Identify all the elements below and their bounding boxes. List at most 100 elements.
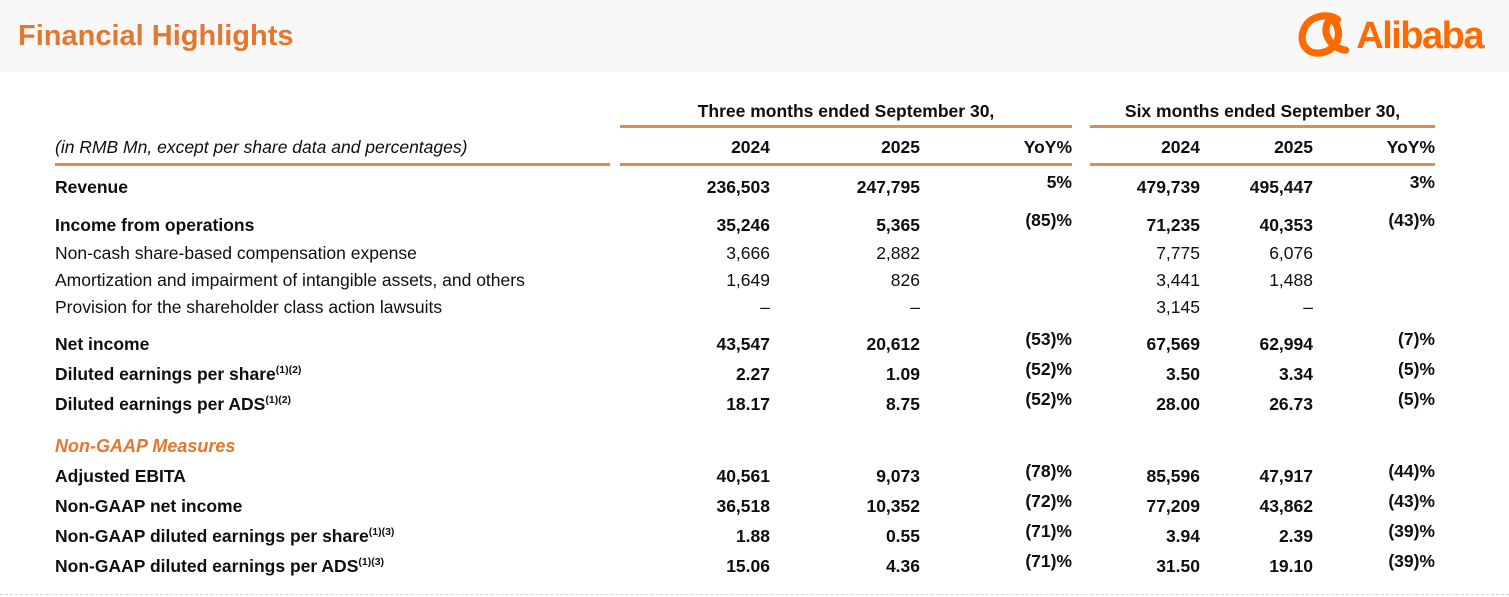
value-cell: 247,795 — [856, 177, 920, 197]
value-cell: 40,561 — [716, 466, 770, 486]
value-cell: 826 — [890, 270, 920, 290]
yoy-cell — [1313, 235, 1435, 262]
value-cell: 1,649 — [726, 270, 770, 290]
six-months-values: 3,441 1,488 — [1090, 267, 1435, 294]
value-cell: 9,073 — [876, 466, 920, 486]
yoy-cell: (43)% — [1388, 491, 1435, 511]
footnote-reference: (1)(2) — [265, 394, 292, 407]
col-header-2024: 2024 — [1161, 137, 1200, 157]
metric-label: Net income — [55, 329, 610, 359]
value-cell: 2.39 — [1278, 526, 1313, 546]
value-cell: – — [1303, 297, 1313, 317]
three-months-values: 36,518 10,352 (72)% — [620, 491, 1072, 521]
table-row: Net income 43,547 20,612 (53)% 67,569 62,994 (… — [55, 329, 1435, 359]
metric-label-text: Diluted earnings per ADS — [55, 394, 266, 414]
table-row: Amortization and impairment of intangibl… — [55, 267, 1435, 294]
table-row: Adjusted EBITA 40,561 9,073 (78)% 85,596 47,9… — [55, 461, 1435, 491]
six-months-values: 71,235 40,353 (43)% — [1090, 210, 1435, 240]
six-months-values: 85,596 47,917 (44)% — [1090, 461, 1435, 491]
group-header-three-months: Three months ended September 30, — [620, 98, 1072, 128]
six-months-values: 67,569 62,994 (7)% — [1090, 329, 1435, 359]
three-months-values: 18.17 8.75 (52)% — [620, 389, 1072, 419]
metric-label-text: Net income — [55, 334, 150, 354]
yoy-cell: (53)% — [1025, 329, 1072, 349]
value-cell: 3,666 — [726, 243, 770, 263]
page-title: Financial Highlights — [18, 19, 294, 52]
alibaba-a-icon — [1297, 11, 1351, 62]
yoy-cell: (71)% — [1025, 551, 1072, 571]
table-row: Income from operations 35,246 5,365 (85)% 71… — [55, 210, 1435, 240]
table-row: Diluted earnings per share(1)(2) 2.27 1.09… — [55, 359, 1435, 389]
value-cell: 236,503 — [706, 177, 770, 197]
value-cell: 3.94 — [1165, 526, 1200, 546]
value-cell: 28.00 — [1156, 394, 1200, 414]
value-cell: 1.88 — [735, 526, 770, 546]
bottom-divider — [0, 594, 1509, 595]
metric-label-text: Provision for the shareholder class acti… — [55, 297, 443, 317]
value-cell: 5,365 — [876, 215, 920, 235]
value-cell: 18.17 — [726, 394, 770, 414]
metric-label-text: Non-GAAP net income — [55, 496, 243, 516]
value-cell: 3,441 — [1156, 270, 1200, 290]
col-header-yoy: YoY% — [1386, 137, 1435, 157]
six-months-values: 3,145 – — [1090, 294, 1435, 321]
value-cell: – — [760, 297, 770, 317]
metric-label-text: Revenue — [55, 177, 128, 197]
value-cell: 43,862 — [1259, 496, 1313, 516]
value-cell: 1,488 — [1269, 270, 1313, 290]
value-cell: 26.73 — [1269, 394, 1313, 414]
metric-label-text: Non-cash share-based compensation expens… — [55, 243, 417, 263]
col-header-2024: 2024 — [731, 137, 770, 157]
table-row: Diluted earnings per ADS(1)(2) 18.17 8.75 (… — [55, 389, 1435, 419]
value-cell: 1.09 — [885, 364, 920, 384]
three-months-values: 2.27 1.09 (52)% — [620, 359, 1072, 389]
yoy-cell: (44)% — [1388, 461, 1435, 481]
six-months-values: 3.50 3.34 (5)% — [1090, 359, 1435, 389]
value-cell: 15.06 — [726, 556, 770, 576]
three-months-values: 1,649 826 — [620, 267, 1072, 294]
metric-label-text: Non-GAAP Measures — [55, 436, 236, 456]
alibaba-logo-text: Alibaba — [1356, 15, 1484, 57]
three-months-values: 43,547 20,612 (53)% — [620, 329, 1072, 359]
footnote-reference: (1)(2) — [275, 364, 302, 377]
value-cell: – — [910, 297, 920, 317]
table-row: Non-cash share-based compensation expens… — [55, 240, 1435, 267]
value-cell: 36,518 — [716, 496, 770, 516]
value-cell: 0.55 — [885, 526, 920, 546]
value-cell: 495,447 — [1249, 177, 1313, 197]
yoy-cell — [920, 235, 1072, 262]
column-header-row: (in RMB Mn, except per share data and pe… — [55, 132, 1435, 166]
metric-label-text: Diluted earnings per share — [55, 364, 276, 384]
three-months-values: 236,503 247,795 5% — [620, 172, 1072, 202]
value-cell: 6,076 — [1269, 243, 1313, 263]
yoy-cell: (5)% — [1398, 389, 1435, 409]
value-cell: 47,917 — [1259, 466, 1313, 486]
six-months-column-headers: 2024 2025 YoY% — [1090, 132, 1435, 166]
table-row: Non-GAAP net income 36,518 10,352 (72)% 77,2… — [55, 491, 1435, 521]
yoy-cell: 3% — [1409, 172, 1435, 192]
value-cell: 8.75 — [885, 394, 920, 414]
table-row: Non-GAAP diluted earnings per share(1)(3… — [55, 521, 1435, 551]
value-cell: 31.50 — [1156, 556, 1200, 576]
six-months-values: 28.00 26.73 (5)% — [1090, 389, 1435, 419]
three-months-values: 40,561 9,073 (78)% — [620, 461, 1072, 491]
value-cell: 62,994 — [1259, 334, 1313, 354]
value-cell: 3,145 — [1156, 297, 1200, 317]
yoy-cell — [920, 262, 1072, 289]
col-header-yoy: YoY% — [1023, 137, 1072, 157]
value-cell: 85,596 — [1146, 466, 1200, 486]
value-cell: 479,739 — [1136, 177, 1200, 197]
metric-label-text: Non-GAAP diluted earnings per share — [55, 526, 369, 546]
financial-highlights-table: Three months ended September 30, Six mon… — [55, 98, 1435, 581]
three-months-values: 35,246 5,365 (85)% — [620, 210, 1072, 240]
three-months-column-headers: 2024 2025 YoY% — [620, 132, 1072, 166]
metric-label-text: Non-GAAP diluted earnings per ADS — [55, 556, 359, 576]
value-cell: 19.10 — [1269, 556, 1313, 576]
table-row: Revenue 236,503 247,795 5% 479,739 495,447 3% — [55, 172, 1435, 202]
value-cell: 7,775 — [1156, 243, 1200, 263]
value-cell: 43,547 — [716, 334, 770, 354]
metric-label: Non-GAAP net income — [55, 491, 610, 521]
metric-label: Revenue — [55, 172, 610, 202]
metric-label: Amortization and impairment of intangibl… — [55, 267, 610, 294]
footnote-reference: (1)(3) — [358, 556, 385, 569]
